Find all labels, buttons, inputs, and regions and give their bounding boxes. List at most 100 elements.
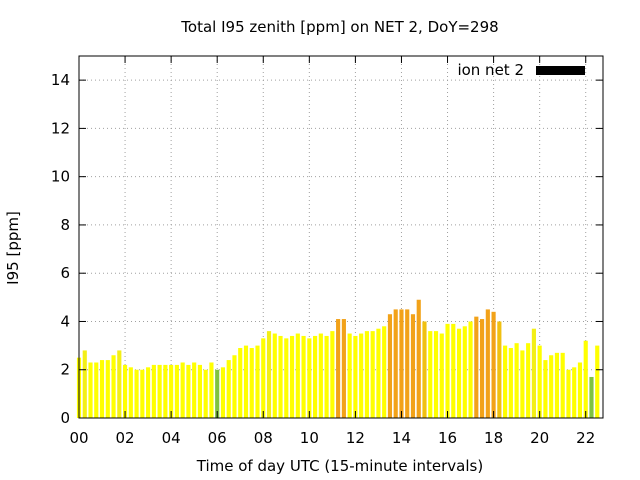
bar (359, 333, 364, 418)
bar (531, 328, 536, 418)
grid-lines (79, 56, 603, 418)
bar (589, 376, 594, 418)
bar (105, 360, 110, 418)
bar (405, 309, 410, 418)
bar (117, 350, 122, 418)
bar (503, 345, 508, 418)
bar (480, 319, 485, 418)
x-tick-label: 12 (346, 429, 365, 447)
bar (324, 335, 329, 418)
bar (157, 364, 162, 418)
bar (140, 369, 145, 418)
bar (209, 362, 214, 418)
bar (278, 335, 283, 418)
bar (99, 360, 105, 418)
bar (266, 331, 272, 418)
bar (284, 338, 289, 418)
bars (76, 299, 600, 418)
y-tick-label: 2 (60, 361, 70, 379)
x-tick-label: 18 (484, 429, 503, 447)
y-tick-label: 8 (60, 216, 70, 234)
bar (428, 331, 433, 418)
bar (272, 333, 277, 418)
x-tick-label: 02 (116, 429, 135, 447)
bar (94, 362, 99, 418)
bar (146, 367, 151, 418)
bar (399, 309, 404, 418)
x-axis-label: Time of day UTC (15-minute intervals) (196, 457, 483, 475)
bar (163, 364, 168, 418)
bar (508, 348, 513, 418)
x-tick-label: 20 (530, 429, 549, 447)
bar (151, 364, 156, 418)
bar (318, 333, 323, 418)
bar (215, 369, 220, 418)
bar (255, 345, 260, 418)
bar (341, 319, 346, 418)
bar (566, 369, 571, 418)
bar (560, 352, 565, 418)
x-tick-label: 06 (208, 429, 227, 447)
bar (128, 367, 133, 418)
bar (88, 362, 93, 418)
legend-label: ion net 2 (457, 61, 524, 79)
bar (197, 364, 202, 418)
bar (261, 338, 266, 418)
y-tick-label: 4 (60, 312, 70, 330)
bar (382, 326, 387, 418)
bar (134, 369, 139, 418)
bar (347, 333, 352, 418)
bar (554, 352, 560, 418)
y-axis-label: I95 [ppm] (4, 211, 22, 285)
bar (416, 299, 421, 418)
bar (433, 331, 439, 418)
bar (82, 350, 87, 418)
bar (307, 338, 312, 418)
bar (410, 314, 416, 418)
bar (330, 331, 335, 418)
bar (439, 333, 444, 418)
bar (169, 364, 174, 418)
bar (238, 348, 243, 418)
bar (485, 309, 490, 418)
bar (474, 316, 479, 418)
y-tick-label: 0 (60, 409, 70, 427)
plot-frame (78, 55, 604, 419)
bar (393, 309, 398, 418)
bar (243, 345, 249, 418)
bar (595, 345, 600, 418)
bar (174, 364, 179, 418)
bar (226, 360, 231, 418)
bar (180, 362, 185, 418)
bar (232, 355, 237, 418)
bar (577, 362, 583, 418)
bar (387, 314, 393, 418)
bar (497, 321, 502, 418)
bar (572, 367, 577, 418)
bar (192, 362, 197, 418)
chart-title: Total I95 zenith [ppm] on NET 2, DoY=298 (180, 18, 498, 36)
legend: ion net 2 (457, 61, 585, 79)
x-tick-label: 08 (254, 429, 273, 447)
bar (543, 360, 548, 418)
bar (295, 333, 300, 418)
bar (370, 331, 375, 418)
x-tick-label: 04 (162, 429, 181, 447)
bar (462, 326, 467, 418)
bar (249, 348, 254, 418)
bar (186, 364, 191, 418)
x-tick-label: 00 (69, 429, 88, 447)
legend-swatch (536, 66, 585, 75)
bar (301, 335, 306, 418)
bar (537, 345, 542, 418)
x-tick-label: 10 (300, 429, 319, 447)
y-tick-label: 6 (60, 264, 70, 282)
bar (289, 335, 295, 418)
y-tick-label: 14 (51, 71, 70, 89)
bar (549, 355, 554, 418)
bar (526, 343, 531, 418)
bar (376, 328, 381, 418)
bar (111, 355, 116, 418)
